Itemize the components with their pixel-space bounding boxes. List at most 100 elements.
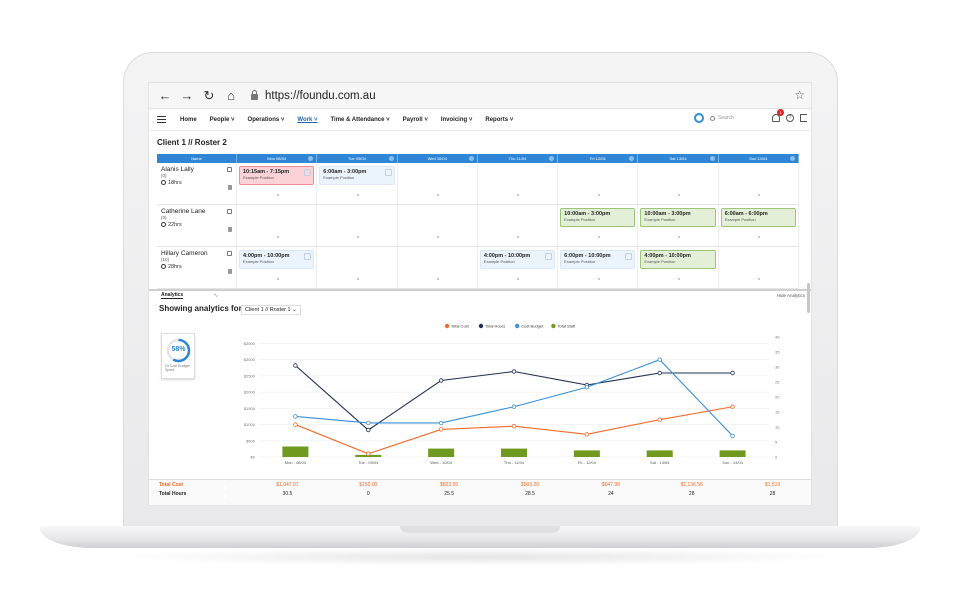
roster-day-cell[interactable] — [398, 163, 478, 204]
shift-card[interactable]: 6:00pm - 10:00pm Example Position — [560, 250, 636, 269]
nav-item-work[interactable]: Work ˅ — [297, 116, 318, 123]
add-shift-dot-icon[interactable] — [356, 278, 359, 280]
day-settings-icon[interactable] — [308, 156, 314, 161]
trend-icon[interactable]: ∿ — [213, 292, 219, 299]
app-logo-icon[interactable] — [694, 113, 704, 123]
add-shift-dot-icon[interactable] — [517, 278, 520, 280]
roster-day-cell[interactable]: 10:00am - 3:00pm Example Position — [558, 205, 639, 246]
add-shift-dot-icon[interactable] — [517, 236, 520, 238]
roster-day-cell[interactable] — [398, 247, 478, 288]
employee-name[interactable]: Hillary Cameron — [161, 250, 208, 257]
shift-card[interactable]: 6:00am - 3:00pm Example Position — [319, 166, 395, 185]
add-shift-dot-icon[interactable] — [597, 236, 600, 238]
nav-item-reports[interactable]: Reports ˅ — [485, 116, 514, 123]
nav-item-time-attendance[interactable]: Time & Attendance ˅ — [330, 116, 390, 123]
logout-icon[interactable] — [800, 114, 807, 122]
roster-day-cell[interactable]: 6:00am - 6:00pm Example Position — [719, 205, 799, 246]
add-shift-dot-icon[interactable] — [356, 236, 359, 238]
nav-item-payroll[interactable]: Payroll ˅ — [402, 116, 428, 123]
add-shift-dot-icon[interactable] — [678, 278, 681, 280]
shift-card[interactable]: 10:15am - 7:15pm Example Position — [239, 166, 315, 185]
note-icon[interactable] — [304, 253, 312, 260]
trash-icon[interactable] — [228, 227, 232, 232]
add-shift-dot-icon[interactable] — [276, 194, 279, 196]
day-settings-icon[interactable] — [468, 156, 474, 161]
trash-icon[interactable] — [228, 269, 232, 274]
note-icon[interactable] — [625, 253, 633, 260]
employee-detail-icon[interactable] — [227, 209, 232, 214]
note-icon[interactable] — [384, 169, 392, 176]
add-shift-dot-icon[interactable] — [597, 194, 600, 196]
add-shift-dot-icon[interactable] — [517, 194, 520, 196]
roster-day-cell[interactable]: 10:15am - 7:15pm Example Position — [237, 163, 318, 204]
nav-item-operations[interactable]: Operations ˅ — [247, 116, 285, 123]
day-settings-icon[interactable] — [549, 156, 555, 161]
forward-arrow-icon[interactable]: → — [180, 88, 194, 103]
analytics-tab[interactable]: Analytics — [161, 291, 184, 299]
day-settings-icon[interactable] — [388, 156, 394, 161]
day-settings-icon[interactable] — [709, 156, 715, 161]
add-shift-dot-icon[interactable] — [437, 236, 440, 238]
help-icon[interactable]: ? — [786, 114, 794, 122]
roster-day-cell[interactable]: 4:00pm - 10:00pm Example Position — [638, 247, 719, 288]
add-shift-dot-icon[interactable] — [276, 278, 279, 280]
add-shift-dot-icon[interactable] — [758, 236, 761, 238]
roster-day-cell[interactable] — [558, 163, 639, 204]
nav-item-invoicing[interactable]: Invoicing ˅ — [440, 116, 473, 123]
reload-icon[interactable]: ↻ — [203, 88, 215, 103]
shift-card[interactable]: 4:00pm - 10:00pm Example Position — [239, 250, 315, 269]
nav-item-home[interactable]: Home — [180, 116, 197, 123]
roster-day-cell[interactable] — [478, 163, 559, 204]
add-shift-dot-icon[interactable] — [437, 194, 440, 196]
roster-day-cell[interactable] — [398, 205, 478, 246]
search-box[interactable]: Search — [710, 115, 766, 121]
add-shift-dot-icon[interactable] — [437, 278, 440, 280]
shift-card[interactable]: 10:00am - 3:00pm Example Position — [640, 208, 716, 227]
roster-grid: Name Mon 08/04 Tue 09/04 Wed 10/04 Thu 11/04… — [157, 154, 799, 289]
add-shift-dot-icon[interactable] — [276, 236, 279, 238]
scrollbar-thumb[interactable] — [807, 283, 810, 313]
bookmark-star-icon[interactable]: ☆ — [794, 88, 805, 102]
roster-day-cell[interactable]: 4:00pm - 10:00pm Example Position — [478, 247, 559, 288]
back-arrow-icon[interactable]: ← — [158, 88, 172, 103]
roster-day-cell[interactable] — [478, 205, 559, 246]
day-settings-icon[interactable] — [629, 156, 635, 161]
add-shift-dot-icon[interactable] — [758, 278, 761, 280]
add-shift-dot-icon[interactable] — [597, 278, 600, 280]
roster-day-cell[interactable]: 6:00pm - 10:00pm Example Position — [558, 247, 639, 288]
roster-select-dropdown[interactable]: Client 1 // Roster 1 ⌄ — [241, 305, 301, 315]
roster-day-cell[interactable] — [237, 205, 318, 246]
totals-cell: 25.5 — [444, 490, 454, 497]
series-point — [730, 404, 735, 409]
add-shift-dot-icon[interactable] — [356, 194, 359, 196]
add-shift-dot-icon[interactable] — [678, 236, 681, 238]
note-icon[interactable] — [304, 169, 312, 176]
shift-card[interactable]: 10:00am - 3:00pm Example Position — [560, 208, 636, 227]
roster-day-cell[interactable]: 10:00am - 3:00pm Example Position — [638, 205, 719, 246]
shift-card[interactable]: 6:00am - 6:00pm Example Position — [720, 208, 796, 227]
employee-name[interactable]: Catherine Lane — [161, 208, 206, 215]
nav-item-people[interactable]: People ˅ — [209, 116, 235, 123]
day-settings-icon[interactable] — [789, 156, 795, 161]
roster-day-cell[interactable] — [719, 163, 799, 204]
home-icon[interactable]: ⌂ — [227, 88, 235, 103]
add-shift-dot-icon[interactable] — [758, 194, 761, 196]
notification-bell-icon[interactable]: 1 — [772, 109, 784, 122]
roster-day-cell[interactable] — [638, 163, 719, 204]
shift-card[interactable]: 4:00pm - 10:00pm Example Position — [479, 250, 556, 269]
hide-analytics-button[interactable]: Hide Analytics — [776, 293, 805, 298]
roster-day-cell[interactable] — [317, 205, 398, 246]
note-icon[interactable] — [545, 253, 553, 260]
hamburger-menu-icon[interactable] — [157, 116, 166, 123]
employee-detail-icon[interactable] — [227, 167, 232, 172]
roster-day-cell[interactable] — [317, 247, 398, 288]
add-shift-dot-icon[interactable] — [678, 194, 681, 196]
roster-day-cell[interactable]: 4:00pm - 10:00pm Example Position — [237, 247, 318, 288]
roster-day-cell[interactable]: 6:00am - 3:00pm Example Position — [317, 163, 398, 204]
address-bar[interactable]: https://foundu.com.au — [251, 89, 376, 102]
trash-icon[interactable] — [228, 185, 232, 190]
employee-detail-icon[interactable] — [227, 251, 232, 256]
shift-card[interactable]: 4:00pm - 10:00pm Example Position — [640, 250, 716, 269]
employee-name[interactable]: Alanis Lally — [161, 166, 194, 173]
roster-day-cell[interactable] — [719, 247, 799, 288]
